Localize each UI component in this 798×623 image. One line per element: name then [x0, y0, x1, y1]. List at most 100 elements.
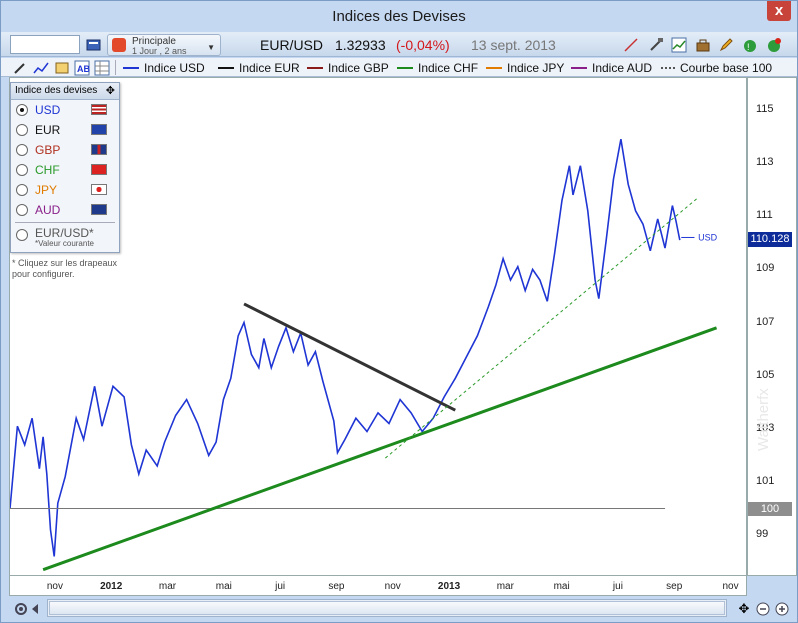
- base-100-tag: 100: [748, 501, 792, 516]
- title-bar: Indices des Devises x: [1, 1, 797, 32]
- japan-flag-icon[interactable]: [91, 184, 107, 195]
- last-price-tag: 110.128: [748, 232, 792, 248]
- chart-area[interactable]: USD Indice des devises ✥ USD EUR GBP: [9, 77, 747, 576]
- scroll-left-icon[interactable]: [27, 599, 43, 618]
- separator: [115, 60, 116, 75]
- preset-name: Principale: [132, 36, 176, 47]
- option-aud[interactable]: AUD: [11, 200, 119, 220]
- x-tick-label: jui: [275, 581, 286, 592]
- legend-item-chf[interactable]: Indice CHF: [397, 60, 478, 75]
- x-axis[interactable]: nov 2012 mar mai jui sep nov 2013 mar mai jui sep no…: [9, 576, 747, 596]
- text-tool-icon[interactable]: AB: [72, 58, 92, 77]
- legend-item-jpy[interactable]: Indice JPY: [486, 60, 564, 75]
- tools-icon[interactable]: [646, 35, 666, 54]
- radio-button[interactable]: [16, 229, 28, 241]
- radio-button[interactable]: [16, 124, 28, 136]
- panel-title-text: Indice des devises: [15, 85, 98, 96]
- preset-selector[interactable]: Principale 1 Jour , 2 ans ▼: [107, 34, 221, 56]
- dashed-trendline[interactable]: [385, 197, 699, 459]
- pencil-icon[interactable]: [716, 35, 736, 54]
- price-change: (-0,04%): [396, 37, 450, 53]
- config-hint: * Cliquez sur les drapeaux pour configur…: [12, 258, 118, 279]
- series-end-label: USD: [698, 232, 718, 242]
- legend-item-base-100[interactable]: Courbe base 100: [661, 60, 772, 75]
- radio-button[interactable]: [16, 164, 28, 176]
- close-button[interactable]: x: [767, 1, 791, 21]
- quote-date: 13 sept. 2013: [471, 37, 556, 53]
- symbol-label: EUR/USD: [260, 37, 324, 53]
- option-label: EUR/USD*: [35, 226, 94, 240]
- book-icon[interactable]: [84, 35, 104, 54]
- x-tick-label: jui: [612, 581, 623, 592]
- option-jpy[interactable]: JPY: [11, 180, 119, 200]
- option-label: CHF: [35, 163, 60, 177]
- currency-index-panel: Indice des devises ✥ USD EUR GBP CHF: [10, 82, 120, 253]
- swiss-flag-icon[interactable]: [91, 164, 107, 175]
- pan-icon[interactable]: ✥: [738, 600, 750, 616]
- option-label: EUR: [35, 123, 61, 137]
- option-chf[interactable]: CHF: [11, 160, 119, 180]
- australia-flag-icon[interactable]: [91, 204, 107, 215]
- option-label: AUD: [35, 203, 61, 217]
- x-tick-label: mai: [215, 581, 232, 592]
- grid-icon[interactable]: [92, 58, 112, 77]
- y-tick-label: 103: [756, 421, 775, 434]
- uptrend-line[interactable]: [42, 326, 718, 572]
- zoom-out-icon[interactable]: [753, 599, 773, 618]
- x-tick-label: 2013: [437, 581, 461, 592]
- radio-button[interactable]: [16, 184, 28, 196]
- downtrend-line[interactable]: [243, 302, 456, 412]
- option-eur[interactable]: EUR: [11, 120, 119, 140]
- calendar-icon: [112, 38, 126, 52]
- y-tick-label: 99: [756, 528, 769, 541]
- move-icon[interactable]: ✥: [105, 85, 115, 97]
- window-title: Indices des Devises: [332, 8, 466, 25]
- legend-item-usd[interactable]: Indice USD: [123, 60, 205, 75]
- y-tick-label: 115: [756, 102, 774, 115]
- legend-item-aud[interactable]: Indice AUD: [571, 60, 652, 75]
- y-tick-label: 109: [756, 262, 775, 275]
- legend-label: Courbe base 100: [680, 60, 773, 75]
- divider: [15, 222, 115, 223]
- alert-bell-icon[interactable]: [764, 35, 784, 54]
- settings-icon[interactable]: [11, 599, 31, 618]
- eu-flag-icon[interactable]: [91, 124, 107, 135]
- add-chart-icon[interactable]: [669, 35, 689, 54]
- zoom-in-icon[interactable]: [772, 599, 792, 618]
- chevron-down-icon: ▼: [207, 43, 215, 52]
- legend-swatch: [218, 66, 234, 69]
- uk-flag-icon[interactable]: [91, 144, 107, 155]
- radio-button[interactable]: [16, 204, 28, 216]
- legend-swatch: [123, 66, 139, 69]
- legend-label: Indice EUR: [239, 60, 300, 75]
- watermark: Waltherfx: [755, 388, 772, 451]
- option-usd[interactable]: USD: [11, 100, 119, 120]
- price-chart[interactable]: USD: [9, 78, 746, 575]
- option-gbp[interactable]: GBP: [11, 140, 119, 160]
- option-label: JPY: [35, 183, 58, 197]
- legend-item-gbp[interactable]: Indice GBP: [307, 60, 389, 75]
- x-tick-label: sep: [328, 581, 345, 592]
- panel-title: Indice des devises ✥: [11, 83, 119, 100]
- line-chart-icon[interactable]: [31, 58, 51, 77]
- indicator-icon[interactable]: [52, 58, 72, 77]
- radio-button[interactable]: [16, 144, 28, 156]
- option-eurusd[interactable]: EUR/USD* *Valeur courante: [11, 225, 119, 251]
- horizontal-scrollbar[interactable]: [47, 599, 727, 617]
- legend-label: Indice GBP: [328, 60, 389, 75]
- x-tick-label: nov: [46, 581, 63, 592]
- legend-swatch: [571, 66, 587, 69]
- y-axis[interactable]: 115 113 111 109 107 105 103 101 99 110.128 100: [747, 77, 797, 576]
- us-flag-icon[interactable]: [91, 104, 107, 115]
- draw-line-icon[interactable]: [621, 35, 641, 54]
- legend-swatch: [486, 66, 502, 69]
- toolbox-icon[interactable]: [693, 35, 713, 54]
- legend-item-eur[interactable]: Indice EUR: [218, 60, 300, 75]
- radio-button[interactable]: [16, 104, 28, 116]
- x-tick-label: mai: [553, 581, 570, 592]
- alert-bell-icon[interactable]: !: [740, 35, 760, 54]
- scrollbar-thumb[interactable]: [49, 601, 725, 615]
- tools-icon[interactable]: [10, 58, 30, 77]
- symbol-search-input[interactable]: [10, 35, 80, 54]
